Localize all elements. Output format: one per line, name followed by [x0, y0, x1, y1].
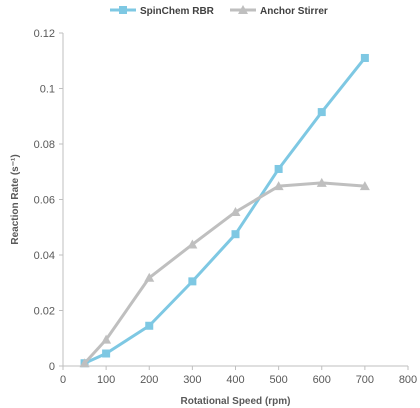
data-point	[359, 181, 370, 191]
data-point	[274, 164, 283, 173]
y-tick-label: 0	[49, 361, 55, 373]
legend-item: SpinChem RBR	[110, 6, 215, 17]
y-tick-label: 0.12	[34, 28, 55, 40]
data-point	[230, 206, 241, 216]
x-tick-label: 300	[183, 374, 201, 386]
data-point	[317, 108, 326, 117]
y-tick-label: 0.06	[34, 195, 55, 207]
x-tick-label: 700	[356, 374, 374, 386]
legend-item: Anchor Stirrer	[230, 5, 328, 17]
y-tick-label: 0.08	[34, 139, 55, 151]
x-tick-label: 200	[140, 374, 158, 386]
series-spinchem-rbr	[80, 53, 369, 368]
legend-marker	[119, 6, 127, 14]
legend-marker	[238, 5, 248, 14]
data-point	[79, 358, 90, 368]
series-layer	[79, 53, 370, 368]
data-point	[231, 230, 240, 239]
legend: SpinChem RBR Anchor Stirrer	[110, 5, 328, 17]
y-tick-label: 0.04	[34, 250, 55, 262]
x-tick-labels: 0 100 200 300 400 500 600 700 800	[60, 366, 417, 386]
x-tick-label: 600	[313, 374, 331, 386]
y-tick-label: 0.02	[34, 306, 55, 318]
legend-label: SpinChem RBR	[140, 6, 215, 17]
x-tick-label: 400	[226, 374, 244, 386]
x-tick-label: 800	[399, 374, 417, 386]
legend-label: Anchor Stirrer	[260, 6, 328, 17]
x-axis-title: Rotational Speed (rpm)	[180, 396, 290, 407]
data-point	[187, 239, 198, 249]
data-point	[360, 53, 369, 62]
y-tick-label: 0.1	[40, 84, 55, 96]
data-point	[273, 181, 284, 191]
series-anchor-stirrer	[79, 177, 370, 368]
y-axis-title: Reaction Rate (s⁻¹)	[10, 154, 21, 244]
x-tick-label: 0	[60, 374, 66, 386]
x-tick-label: 100	[97, 374, 115, 386]
x-tick-label: 500	[269, 374, 287, 386]
data-point	[145, 321, 154, 330]
data-point	[144, 272, 155, 282]
data-point	[102, 349, 111, 358]
data-point	[188, 277, 197, 286]
data-point	[101, 334, 112, 344]
series-line	[83, 181, 365, 365]
data-point	[316, 177, 327, 187]
y-tick-labels: 0 0.02 0.04 0.06 0.08 0.1 0.12	[34, 28, 63, 373]
axes	[62, 33, 408, 367]
series-line	[83, 57, 367, 365]
